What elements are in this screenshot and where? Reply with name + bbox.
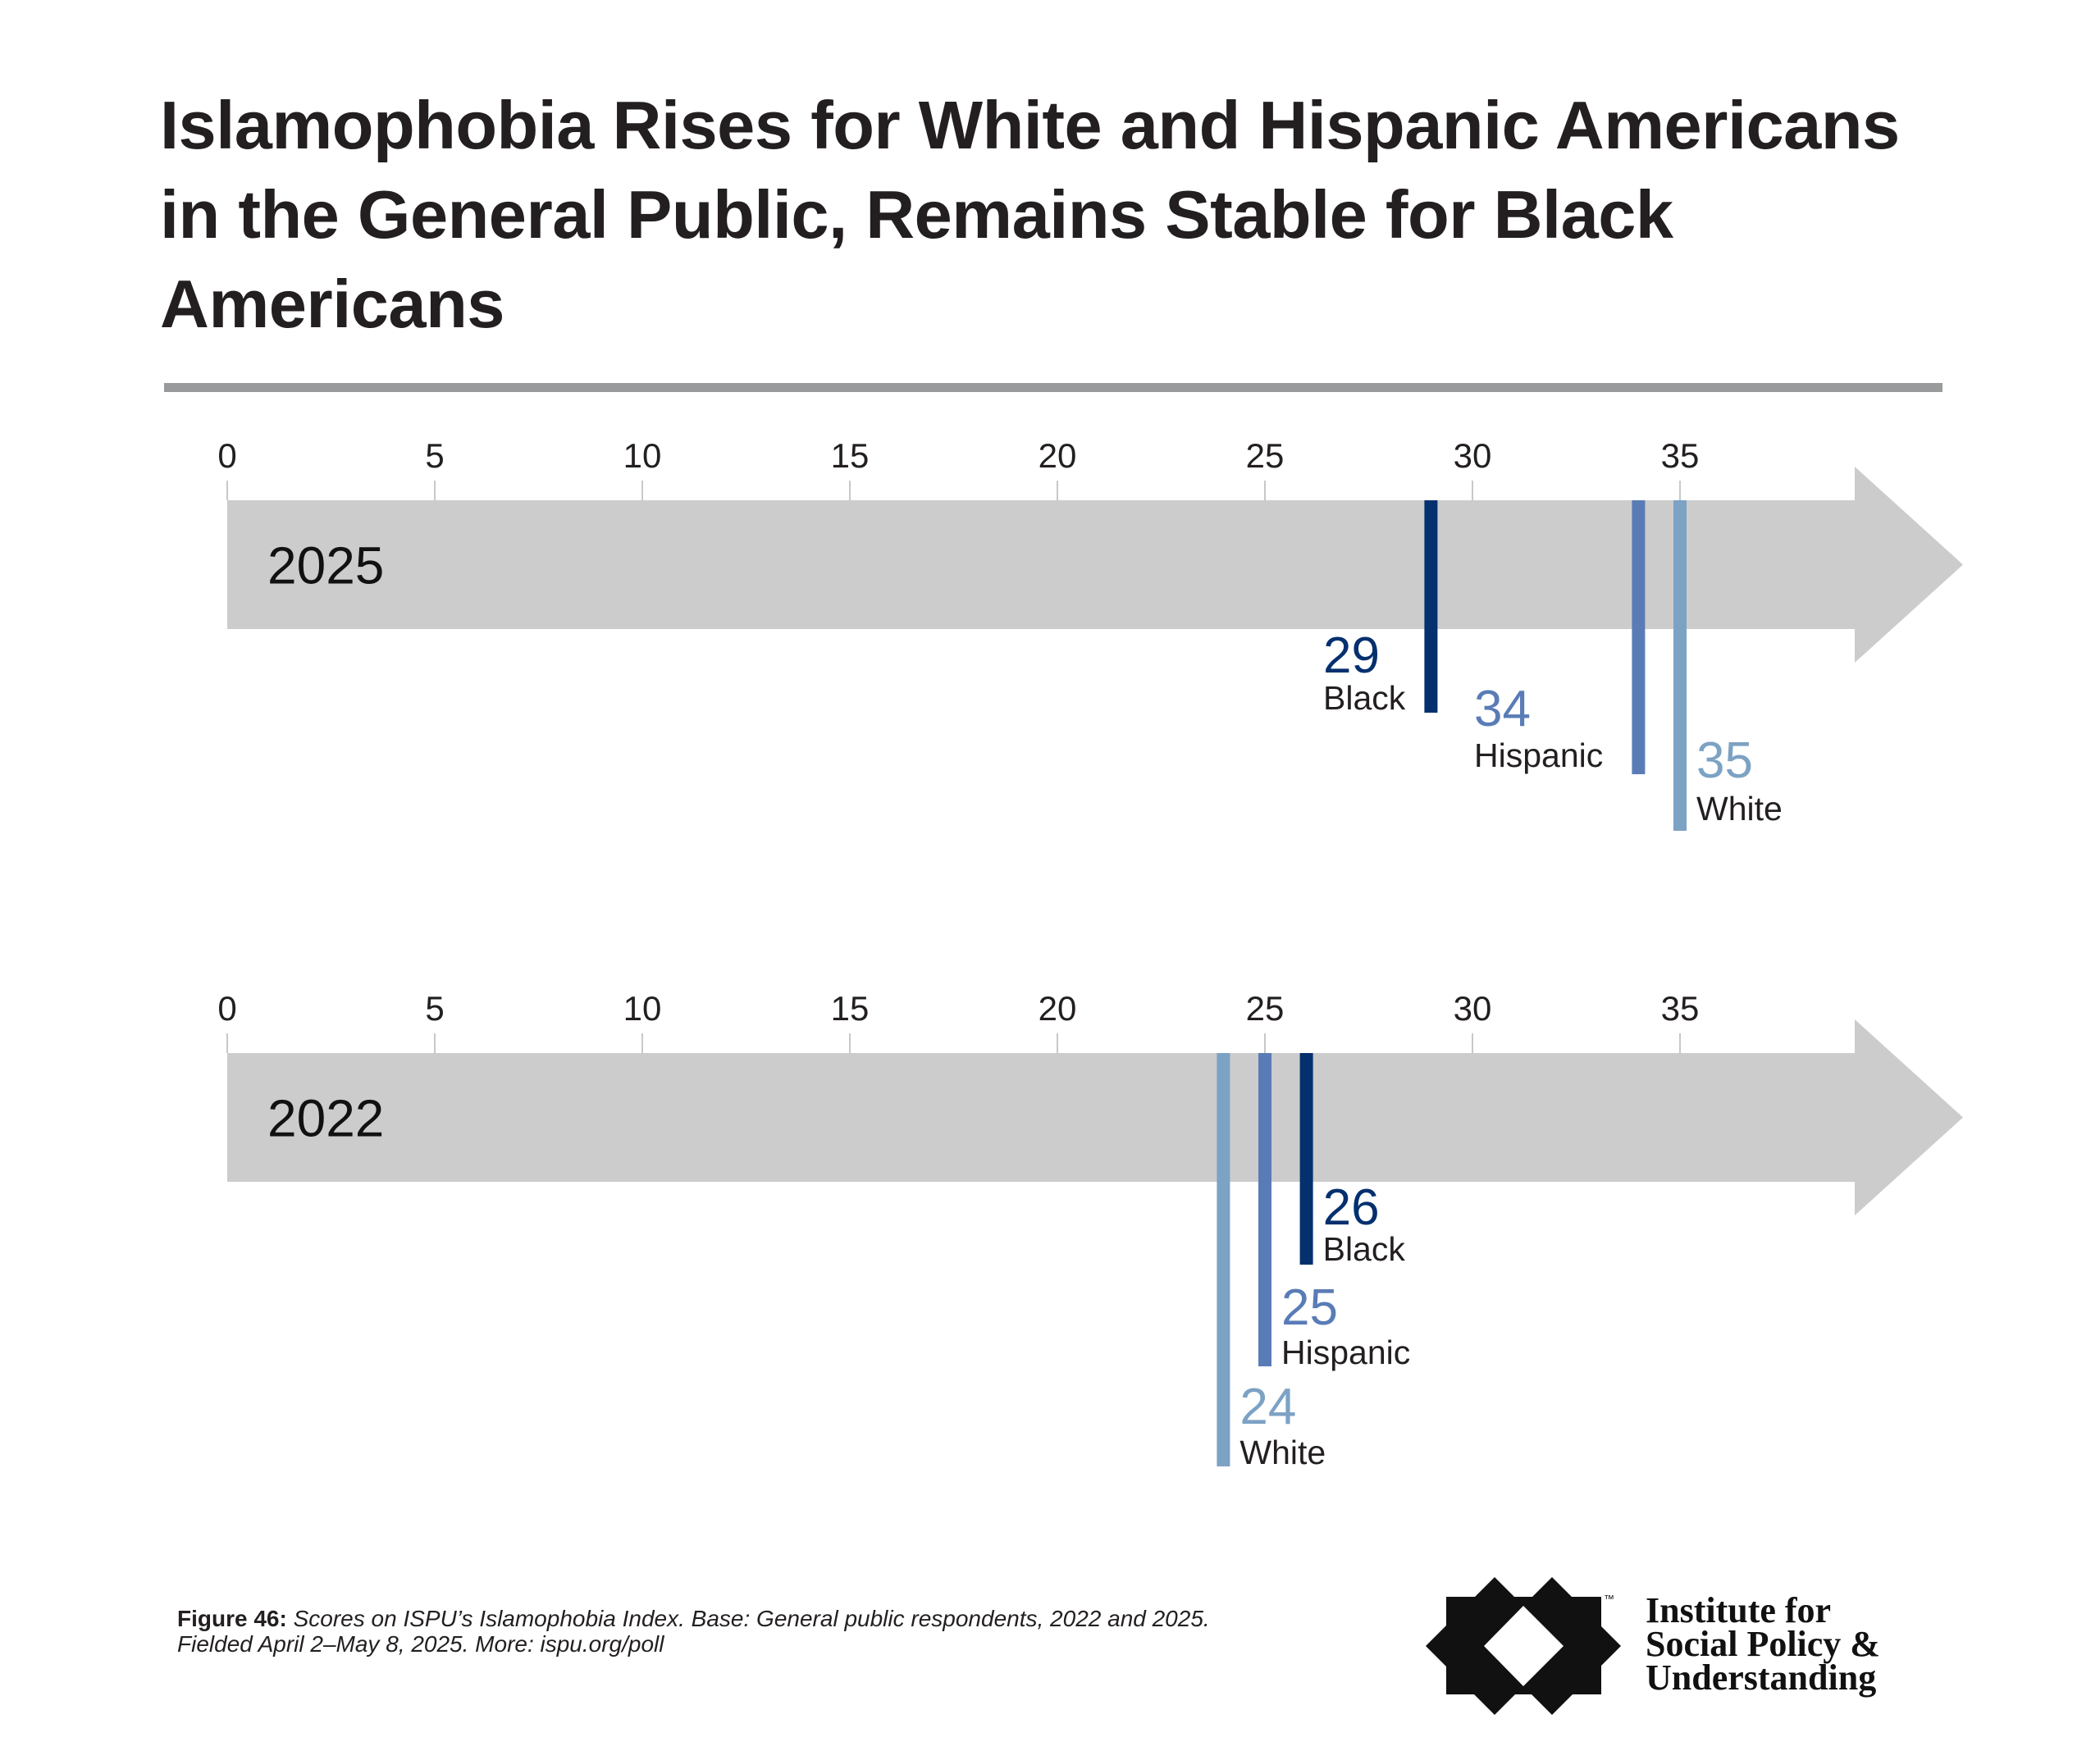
tick-label-0: 0: [217, 436, 236, 475]
tick-label-30: 30: [1454, 989, 1492, 1028]
trademark-symbol: ™: [1604, 1593, 1614, 1605]
marker-hispanic-2022: [1258, 1053, 1271, 1366]
tick-label-30: 30: [1454, 436, 1492, 475]
marker-hispanic-2025: [1632, 500, 1646, 774]
organization-name: Institute for Social Policy & Understand…: [1646, 1590, 1880, 1698]
group-label-hispanic-2022: Hispanic: [1281, 1334, 1410, 1371]
value-label-black-2022: 26: [1323, 1179, 1380, 1236]
value-label-white-2022: 24: [1239, 1379, 1296, 1435]
org-name-line-3: Understanding: [1646, 1657, 1877, 1698]
value-label-white-2025: 35: [1696, 732, 1753, 789]
tick-label-5: 5: [425, 989, 444, 1028]
group-label-white-2022: White: [1239, 1434, 1326, 1471]
caption-line-2: Fielded April 2–May 8, 2025. More: ispu.…: [177, 1631, 664, 1657]
group-label-black-2025: Black: [1323, 679, 1406, 717]
tick-label-20: 20: [1039, 989, 1077, 1028]
figure-caption: Figure 46: Scores on ISPU’s Islamophobia…: [177, 1606, 1210, 1657]
tick-label-15: 15: [831, 989, 870, 1028]
tick-label-10: 10: [623, 989, 662, 1028]
marker-white-2022: [1217, 1053, 1230, 1466]
year-label-2025: 2025: [267, 536, 384, 595]
tick-label-10: 10: [623, 436, 662, 475]
tick-label-15: 15: [831, 436, 870, 475]
tick-label-25: 25: [1246, 436, 1285, 475]
timeline-arrow-2025: [227, 467, 1963, 663]
group-label-white-2025: White: [1696, 790, 1783, 828]
group-label-hispanic-2025: Hispanic: [1474, 736, 1603, 774]
tick-label-35: 35: [1661, 436, 1700, 475]
tick-label-20: 20: [1039, 436, 1077, 475]
chart-title-line-1: Islamophobia Rises for White and Hispani…: [160, 87, 1900, 163]
marker-white-2025: [1673, 500, 1687, 831]
chart-title: Islamophobia Rises for White and Hispani…: [160, 80, 2047, 349]
marker-black-2025: [1424, 500, 1438, 713]
value-label-hispanic-2022: 25: [1281, 1279, 1338, 1336]
org-name-line-1: Institute for: [1646, 1590, 1832, 1630]
figure-number: Figure 46:: [177, 1606, 287, 1631]
title-separator: [164, 383, 1942, 392]
tick-label-35: 35: [1661, 989, 1700, 1028]
chart-title-line-3: Americans: [160, 266, 504, 342]
ispu-logo-icon: [1426, 1577, 1621, 1715]
year-label-2022: 2022: [267, 1089, 384, 1148]
chart-title-line-2: in the General Public, Remains Stable fo…: [160, 176, 1673, 253]
value-label-hispanic-2025: 34: [1474, 681, 1531, 737]
tick-label-25: 25: [1246, 989, 1285, 1028]
marker-black-2022: [1299, 1053, 1313, 1265]
tick-label-5: 5: [425, 436, 444, 475]
timeline-arrow-2022: [227, 1019, 1963, 1215]
org-name-line-2: Social Policy &: [1646, 1624, 1880, 1664]
tick-label-0: 0: [217, 989, 236, 1028]
caption-line-1: Scores on ISPU’s Islamophobia Index. Bas…: [286, 1606, 1210, 1631]
group-label-black-2022: Black: [1323, 1230, 1406, 1268]
value-label-black-2025: 29: [1323, 627, 1380, 684]
